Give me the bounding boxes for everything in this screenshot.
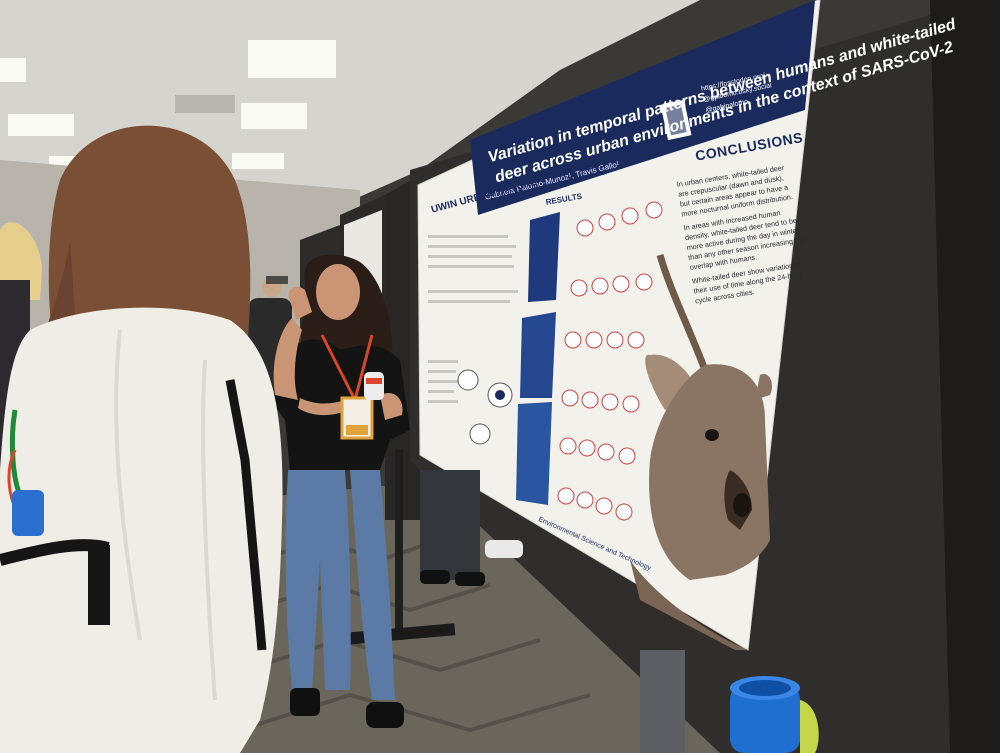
jeans (285, 470, 351, 690)
board-stand (395, 450, 403, 640)
poster-title-band (470, 0, 815, 215)
water-bottle (730, 676, 819, 753)
ceiling-vent (175, 95, 235, 113)
ceiling-light (0, 58, 26, 82)
board-edge (930, 0, 1000, 753)
cup (364, 372, 384, 400)
diagram-circle (457, 369, 479, 391)
ceiling-light (248, 40, 336, 78)
deer-photo (630, 254, 772, 650)
map-panel (520, 312, 556, 398)
map-panel (516, 402, 552, 505)
keychain-pouch (12, 490, 44, 536)
conclusions-list: In urban centers, white-tailed deer are … (676, 162, 813, 311)
backpack-strap (225, 379, 267, 651)
ceiling-light (8, 114, 74, 136)
foreground-woman (0, 125, 283, 753)
ceiling-light (241, 103, 307, 129)
map-panel (528, 212, 560, 302)
presenter-woman (270, 254, 410, 728)
ceiling-light (232, 153, 284, 169)
